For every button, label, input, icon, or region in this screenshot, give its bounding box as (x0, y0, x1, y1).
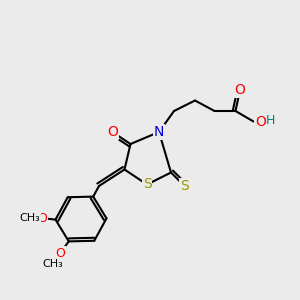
Text: CH₃: CH₃ (42, 259, 63, 269)
Text: S: S (180, 179, 189, 193)
Text: N: N (154, 125, 164, 139)
Text: O: O (55, 247, 65, 260)
Text: H: H (266, 113, 275, 127)
Text: CH₃: CH₃ (20, 213, 40, 223)
Text: O: O (107, 125, 118, 139)
Text: O: O (37, 212, 47, 225)
Text: O: O (255, 115, 266, 128)
Text: S: S (142, 178, 152, 191)
Text: O: O (235, 83, 245, 97)
